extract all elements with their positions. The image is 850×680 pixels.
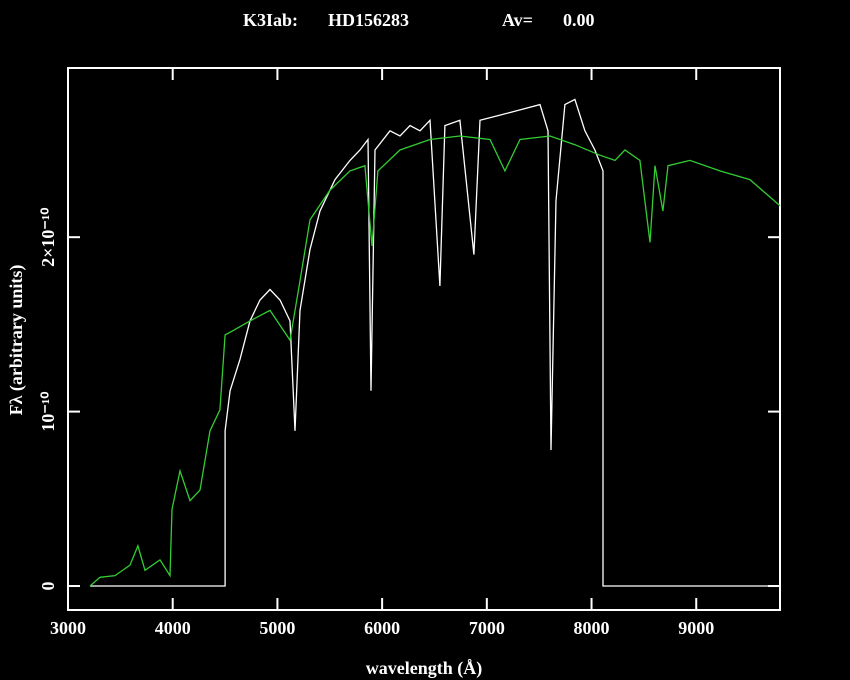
chart-title: HD156283: [328, 10, 409, 30]
plot-frame: [67, 67, 781, 611]
y-tick-label: 0: [38, 582, 58, 591]
x-tick-label: 7000: [469, 618, 505, 638]
y-tick-label: 10⁻¹⁰: [38, 392, 58, 432]
x-axis-label: wavelength (Å): [366, 658, 482, 679]
chart-title: Av=: [502, 10, 533, 30]
spectrum-line: [90, 98, 780, 587]
y-tick-label: 2×10⁻¹⁰: [38, 207, 58, 266]
x-tick-label: 5000: [259, 618, 295, 638]
x-tick-label: 8000: [574, 618, 610, 638]
y-axis-label: Fλ (arbitrary units): [6, 265, 27, 416]
chart-title: K3Iab:: [243, 10, 298, 30]
x-tick-label: 4000: [155, 618, 191, 638]
chart-title: 0.00: [563, 10, 595, 30]
x-tick-label: 9000: [678, 618, 714, 638]
x-tick-label: 3000: [50, 618, 86, 638]
x-tick-label: 6000: [364, 618, 400, 638]
spectrum-line: [89, 135, 781, 587]
